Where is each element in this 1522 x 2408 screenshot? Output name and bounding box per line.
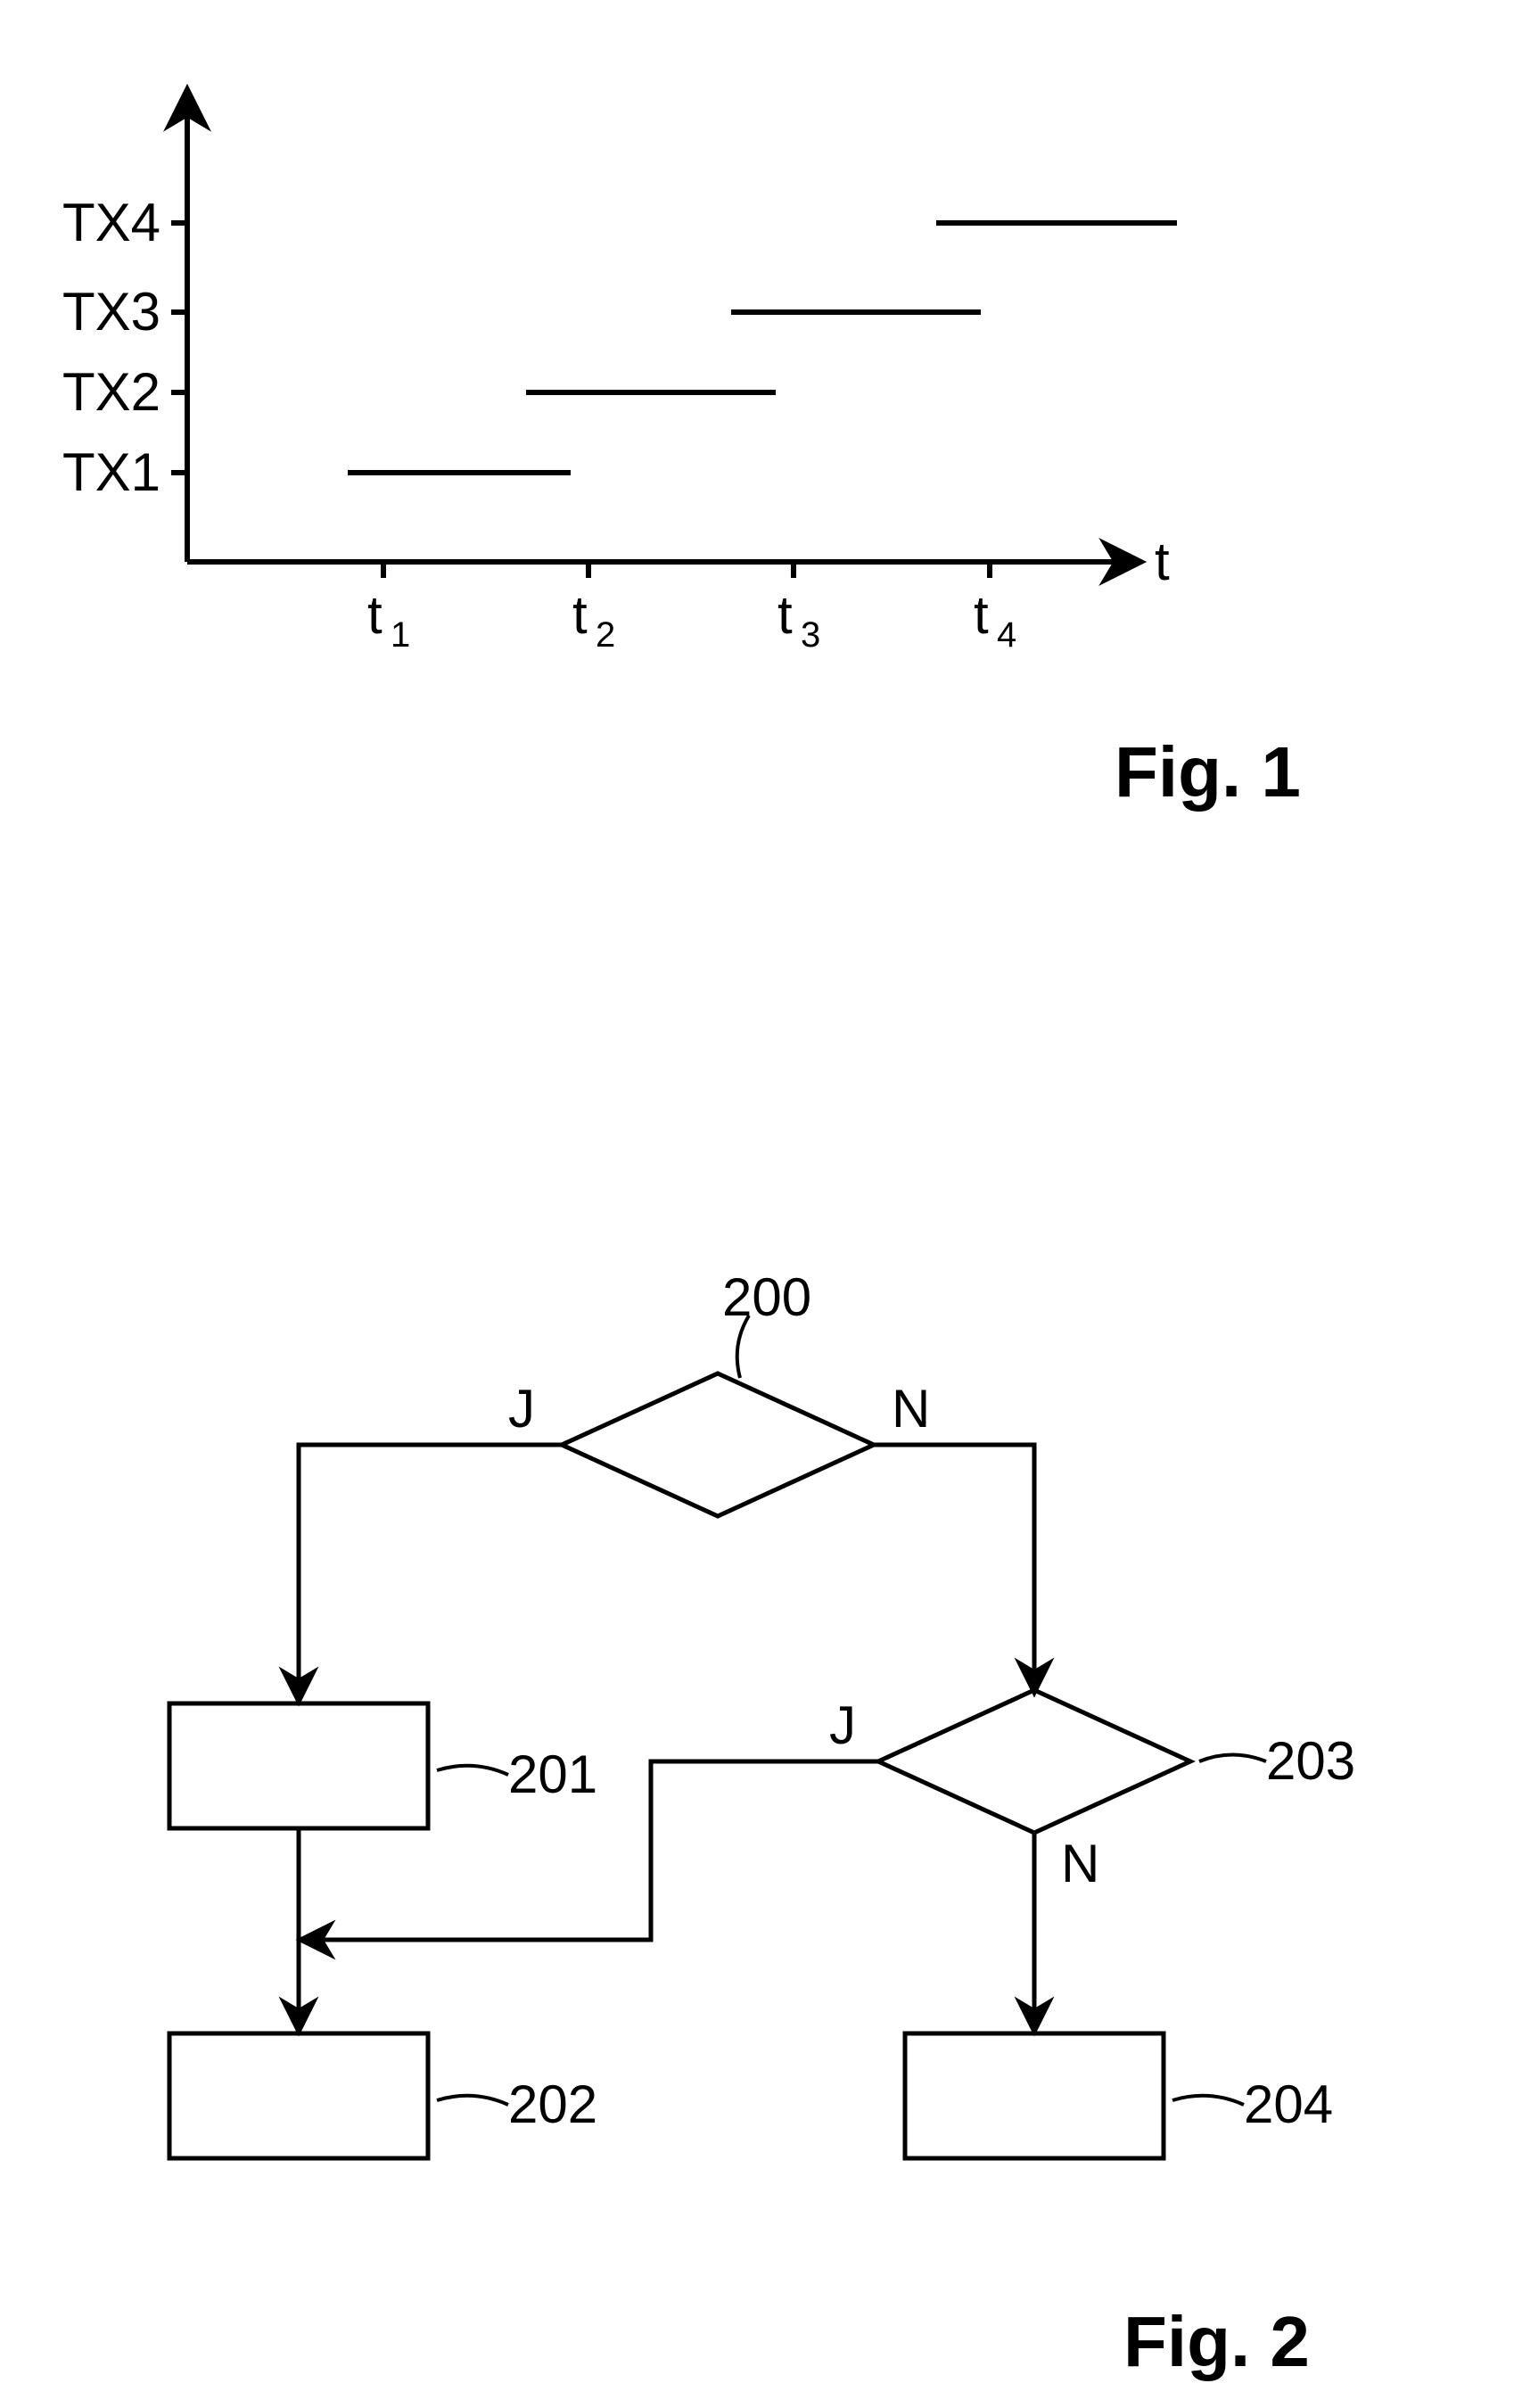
svg-text:TX4: TX4 — [62, 193, 160, 252]
svg-text:3: 3 — [801, 615, 820, 655]
fig2-flowchart: 200 201 202 203 204 J N J N — [0, 1249, 1522, 2408]
svg-text:t: t — [367, 585, 383, 645]
svg-text:203: 203 — [1266, 1731, 1355, 1791]
svg-text:t: t — [572, 585, 588, 645]
svg-text:N: N — [892, 1379, 930, 1439]
svg-text:N: N — [1061, 1834, 1099, 1893]
svg-text:204: 204 — [1244, 2074, 1333, 2134]
fig1-label: Fig. 1 — [1115, 731, 1301, 813]
svg-text:1: 1 — [391, 615, 410, 655]
svg-text:t: t — [974, 585, 989, 645]
fig1-chart: tt1t2t3t4TX1TX2TX3TX4 — [0, 0, 1522, 803]
fig2-label: Fig. 2 — [1123, 2301, 1310, 2383]
svg-text:200: 200 — [722, 1267, 811, 1327]
svg-text:201: 201 — [508, 1744, 597, 1804]
svg-text:TX2: TX2 — [62, 362, 160, 422]
svg-text:J: J — [508, 1379, 535, 1439]
svg-text:2: 2 — [596, 615, 615, 655]
svg-text:TX3: TX3 — [62, 282, 160, 342]
svg-text:TX1: TX1 — [62, 442, 160, 502]
svg-text:202: 202 — [508, 2074, 597, 2134]
svg-text:4: 4 — [997, 615, 1016, 655]
svg-text:t: t — [777, 585, 793, 645]
svg-text:t: t — [1155, 532, 1170, 591]
svg-text:J: J — [829, 1695, 856, 1755]
